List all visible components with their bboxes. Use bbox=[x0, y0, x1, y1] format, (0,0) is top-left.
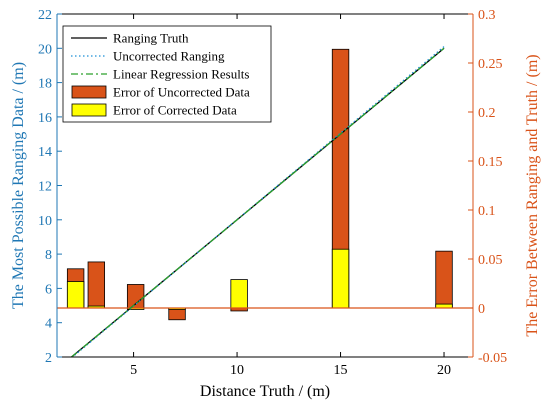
legend-patch-swatch bbox=[71, 85, 107, 99]
left-y-tick-label: 18 bbox=[38, 77, 52, 92]
legend-label: Error of Corrected Data bbox=[113, 103, 237, 118]
left-y-tick-label: 2 bbox=[45, 351, 52, 366]
right-y-axis-label: The Error Between Ranging and Truth / (m… bbox=[524, 54, 541, 336]
series-line-linear-regression-results bbox=[71, 47, 445, 357]
legend-patch-swatch bbox=[71, 103, 107, 117]
right-y-tick-label: 0.2 bbox=[478, 106, 496, 121]
right-y-tick-label: 0.3 bbox=[478, 8, 496, 23]
bar-error-corrected bbox=[331, 248, 350, 309]
left-y-axis-label: The Most Possible Ranging Data / (m) bbox=[10, 62, 27, 309]
axes: 5 10 15 20 2 4 6 8 10 12 14 16 18 20 22 -0.05 0 0.05 0.1 0.… bbox=[38, 8, 507, 378]
x-axis-label: Distance Truth / (m) bbox=[200, 383, 330, 400]
right-y-tick-label: 0 bbox=[478, 302, 485, 317]
plot-area bbox=[57, 46, 473, 357]
bar-error-corrected bbox=[230, 279, 248, 309]
left-y-tick-label: 22 bbox=[38, 8, 52, 23]
left-y-tick-label: 4 bbox=[45, 317, 52, 332]
left-y-tick-label: 8 bbox=[45, 248, 52, 263]
left-y-tick-label: 20 bbox=[38, 42, 52, 57]
legend-label: Ranging Truth bbox=[113, 31, 189, 46]
right-y-tick-label: 0.15 bbox=[478, 155, 503, 170]
legend-label: Linear Regression Results bbox=[113, 67, 249, 82]
x-tick-label: 10 bbox=[230, 363, 244, 378]
left-y-tick-label: 10 bbox=[38, 214, 52, 229]
legend-label: Error of Uncorrected Data bbox=[113, 85, 250, 100]
x-tick-label: 5 bbox=[130, 363, 137, 378]
legend-label: Uncorrected Ranging bbox=[113, 49, 225, 64]
left-y-tick-label: 6 bbox=[45, 282, 52, 297]
x-tick-label: 15 bbox=[334, 363, 348, 378]
right-y-tick-label: 0.25 bbox=[478, 57, 503, 72]
legend: Ranging Truth Uncorrected Ranging Linear R… bbox=[62, 25, 272, 123]
bar-error-corrected bbox=[66, 281, 85, 309]
bar-error-uncorrected bbox=[87, 261, 106, 309]
right-y-tick-label: 0.1 bbox=[478, 204, 496, 219]
x-tick-label: 20 bbox=[437, 363, 451, 378]
left-y-tick-label: 16 bbox=[38, 111, 52, 126]
left-y-tick-label: 12 bbox=[38, 180, 52, 195]
left-y-tick-label: 14 bbox=[38, 145, 52, 160]
right-y-tick-label: 0.05 bbox=[478, 253, 503, 268]
bar-error-uncorrected bbox=[435, 250, 453, 309]
right-y-tick-label: -0.05 bbox=[478, 351, 507, 366]
